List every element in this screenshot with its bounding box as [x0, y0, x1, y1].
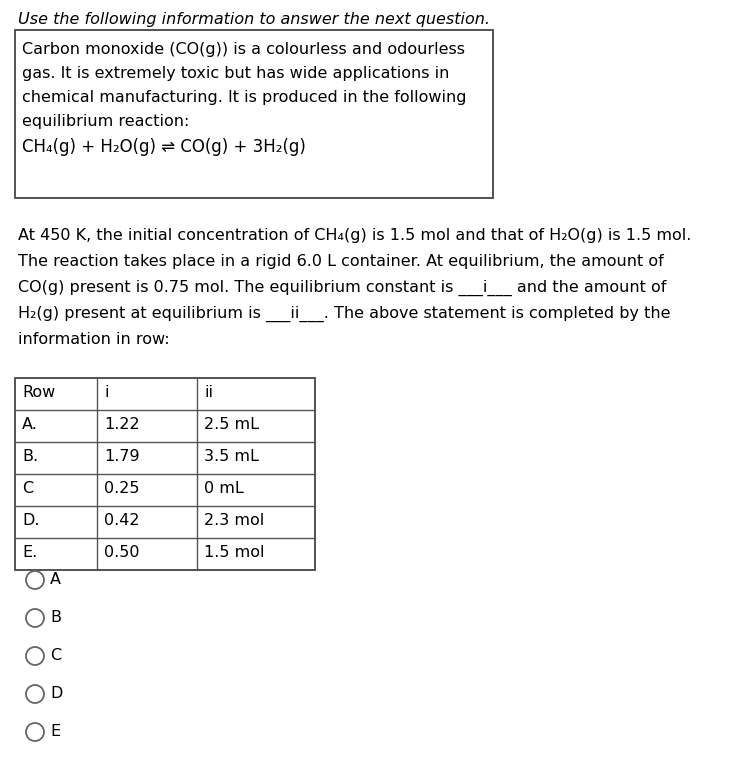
- Text: information in row:: information in row:: [18, 332, 170, 347]
- Text: 0 mL: 0 mL: [204, 481, 244, 496]
- Text: 1.5 mol: 1.5 mol: [204, 545, 264, 560]
- Bar: [15, 378, 315, 570]
- Text: equilibrium reaction:: equilibrium reaction:: [22, 114, 190, 129]
- Text: 3.5 mL: 3.5 mL: [204, 449, 259, 464]
- Text: B.: B.: [22, 449, 38, 464]
- Text: Row: Row: [22, 385, 55, 400]
- Text: CO(g) present is 0.75 mol. The equilibrium constant is ___i___ and the amount of: CO(g) present is 0.75 mol. The equilibri…: [18, 280, 666, 296]
- Text: C: C: [22, 481, 33, 496]
- Text: 0.42: 0.42: [104, 513, 140, 528]
- Text: B: B: [50, 611, 61, 626]
- Circle shape: [26, 571, 44, 589]
- Text: H₂(g) present at equilibrium is ___ii___. The above statement is completed by th: H₂(g) present at equilibrium is ___ii___…: [18, 306, 671, 322]
- Bar: [15, 30, 493, 198]
- Text: E: E: [50, 724, 60, 740]
- Text: Use the following information to answer the next question.: Use the following information to answer …: [18, 12, 490, 27]
- Text: D.: D.: [22, 513, 40, 528]
- Text: 1.22: 1.22: [104, 417, 140, 432]
- Text: 2.3 mol: 2.3 mol: [204, 513, 264, 528]
- Circle shape: [26, 609, 44, 627]
- Text: 1.79: 1.79: [104, 449, 140, 464]
- Text: ii: ii: [204, 385, 213, 400]
- Text: 0.50: 0.50: [104, 545, 140, 560]
- Text: A: A: [50, 572, 61, 587]
- Text: At 450 K, the initial concentration of CH₄(g) is 1.5 mol and that of H₂O(g) is 1: At 450 K, the initial concentration of C…: [18, 228, 692, 243]
- Text: CH₄(g) + H₂O(g) ⇌ CO(g) + 3H₂(g): CH₄(g) + H₂O(g) ⇌ CO(g) + 3H₂(g): [22, 138, 306, 156]
- Text: chemical manufacturing. It is produced in the following: chemical manufacturing. It is produced i…: [22, 90, 466, 105]
- Text: 0.25: 0.25: [104, 481, 140, 496]
- Circle shape: [26, 723, 44, 741]
- Text: E.: E.: [22, 545, 37, 560]
- Text: i: i: [104, 385, 108, 400]
- Text: The reaction takes place in a rigid 6.0 L container. At equilibrium, the amount : The reaction takes place in a rigid 6.0 …: [18, 254, 664, 269]
- Text: 2.5 mL: 2.5 mL: [204, 417, 259, 432]
- Text: C: C: [50, 648, 61, 663]
- Text: A.: A.: [22, 417, 38, 432]
- Text: Carbon monoxide (CO(g)) is a colourless and odourless: Carbon monoxide (CO(g)) is a colourless …: [22, 42, 465, 57]
- Text: gas. It is extremely toxic but has wide applications in: gas. It is extremely toxic but has wide …: [22, 66, 450, 81]
- Circle shape: [26, 647, 44, 665]
- Text: D: D: [50, 687, 63, 701]
- Circle shape: [26, 685, 44, 703]
